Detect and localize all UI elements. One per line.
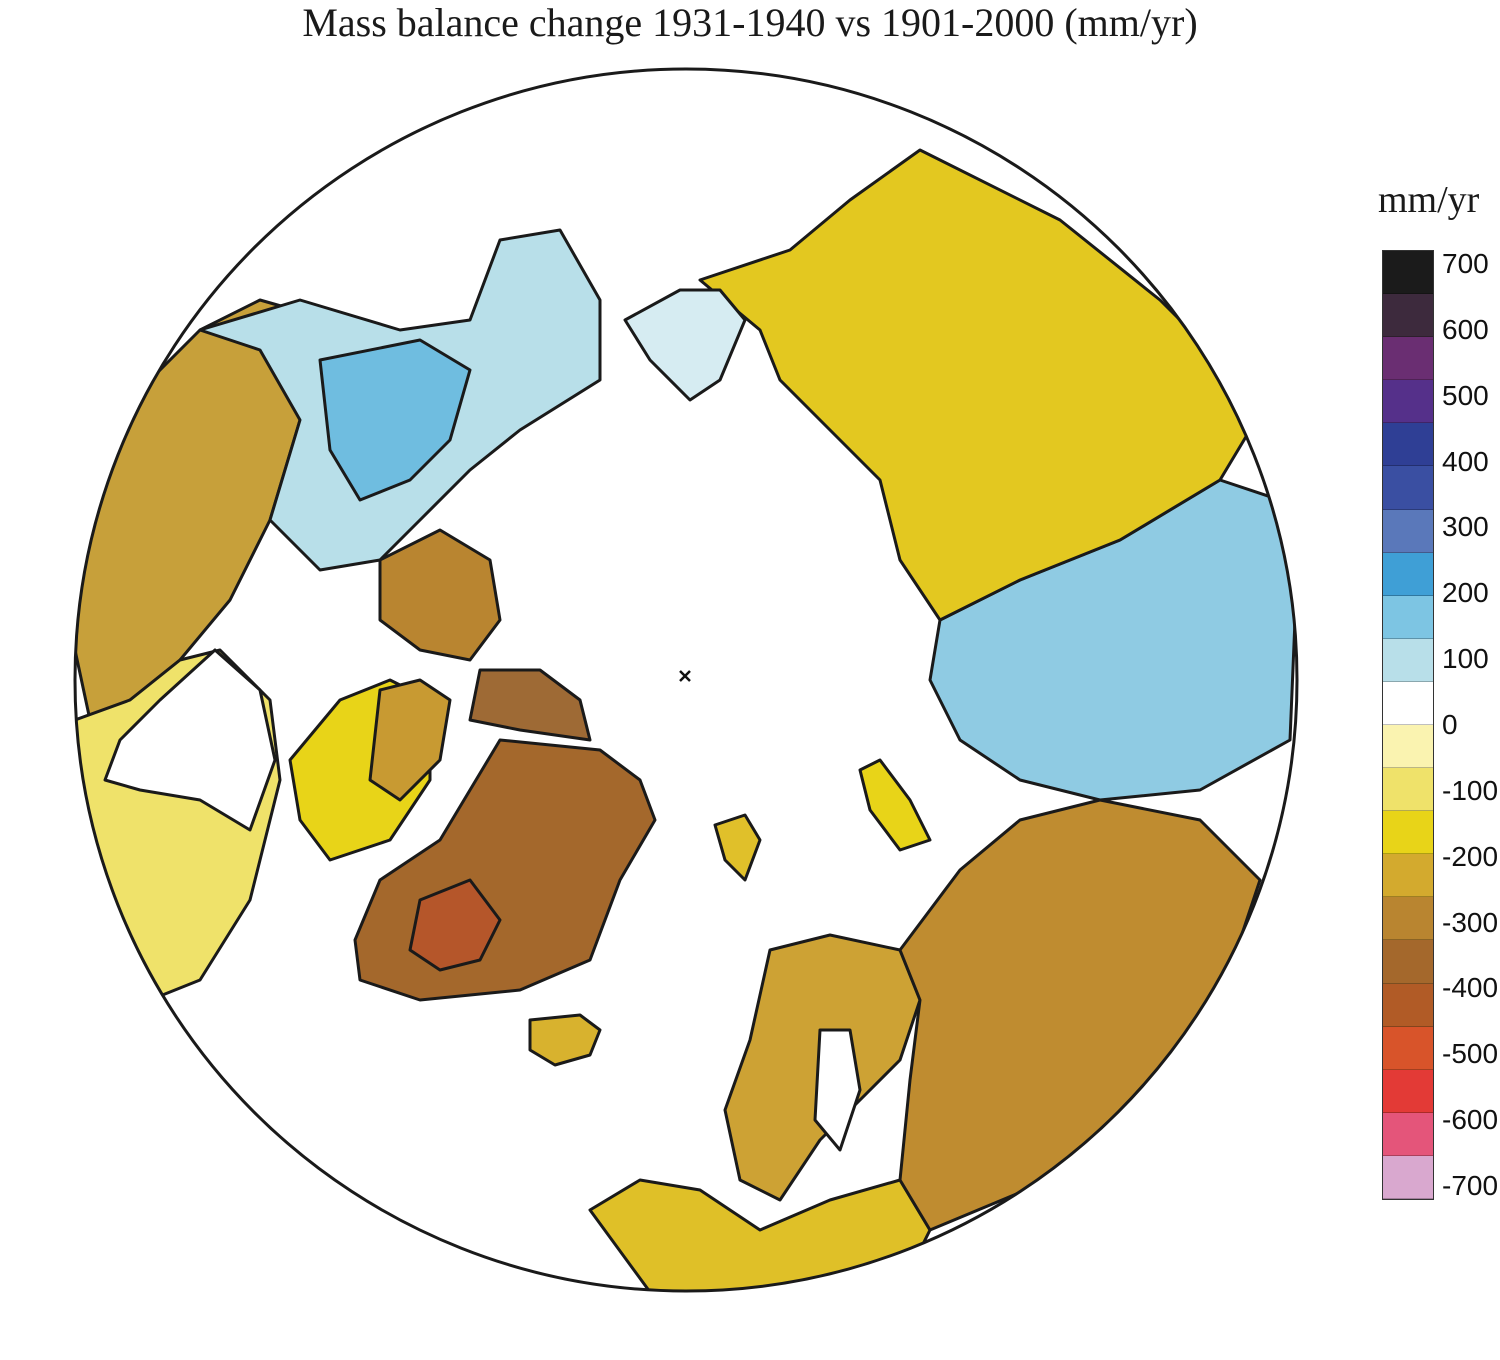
legend-tick-label: -600 <box>1442 1104 1499 1136</box>
legend-swatch <box>1383 983 1433 1027</box>
legend-color-bar <box>1382 250 1434 1200</box>
legend-swatch <box>1383 1155 1433 1199</box>
legend-tick-label: 700 <box>1442 248 1489 279</box>
legend-swatch <box>1383 294 1433 338</box>
legend-unit-label: mm/yr <box>1378 179 1480 221</box>
globe-outline <box>73 67 1299 1293</box>
legend-tick-label: 200 <box>1442 577 1489 609</box>
legend-tick-label: -200 <box>1442 840 1499 872</box>
legend-swatch <box>1383 380 1433 424</box>
legend-swatch <box>1383 768 1433 812</box>
legend-swatch <box>1383 595 1433 639</box>
region-svalbard <box>713 813 762 882</box>
legend-swatch <box>1383 1069 1433 1113</box>
legend-swatch <box>1383 638 1433 682</box>
baltic-sea <box>813 1028 862 1152</box>
legend-tick-label: -700 <box>1442 1170 1499 1201</box>
legend-tick-label: -100 <box>1442 774 1499 806</box>
north-pole-marker <box>679 670 691 682</box>
legend-tick-label: 300 <box>1442 511 1489 543</box>
legend-swatch <box>1383 1112 1433 1156</box>
legend-swatch <box>1383 251 1433 295</box>
region-iceland <box>528 1013 602 1067</box>
legend-swatch <box>1383 940 1433 984</box>
legend-swatch <box>1383 552 1433 596</box>
hudson-bay <box>103 648 277 832</box>
legend-tick-label: 100 <box>1442 643 1489 675</box>
legend-swatch <box>1383 897 1433 941</box>
legend-tick-label: 0 <box>1442 709 1458 740</box>
region-alaska-core <box>318 338 472 502</box>
legend-swatch <box>1383 681 1433 725</box>
legend-tick-label: -500 <box>1442 1038 1499 1070</box>
legend-swatch <box>1383 811 1433 855</box>
legend-swatch <box>1383 509 1433 553</box>
region-novaya-zemlya <box>858 758 932 852</box>
region-chukotka <box>623 288 747 402</box>
region-baffin <box>368 678 452 802</box>
legend-swatch <box>1383 423 1433 467</box>
legend-swatch <box>1383 854 1433 898</box>
legend-swatch <box>1383 466 1433 510</box>
legend-swatch <box>1383 1026 1433 1070</box>
region-ellesmere <box>468 668 592 742</box>
legend-tick-label: -300 <box>1442 906 1499 938</box>
region-greenland-south-core <box>408 878 502 972</box>
legend-tick-label: 600 <box>1442 313 1489 345</box>
map-title: Mass balance change 1931-1940 vs 1901-20… <box>302 0 1198 45</box>
region-canadian-arctic-islands <box>378 528 502 662</box>
region-east-siberia <box>698 148 1252 622</box>
legend-swatch <box>1383 337 1433 381</box>
legend-tick-label: 400 <box>1442 445 1489 477</box>
legend-swatch <box>1383 725 1433 769</box>
legend-tick-label: 500 <box>1442 379 1489 411</box>
legend-tick-label: -400 <box>1442 972 1499 1004</box>
